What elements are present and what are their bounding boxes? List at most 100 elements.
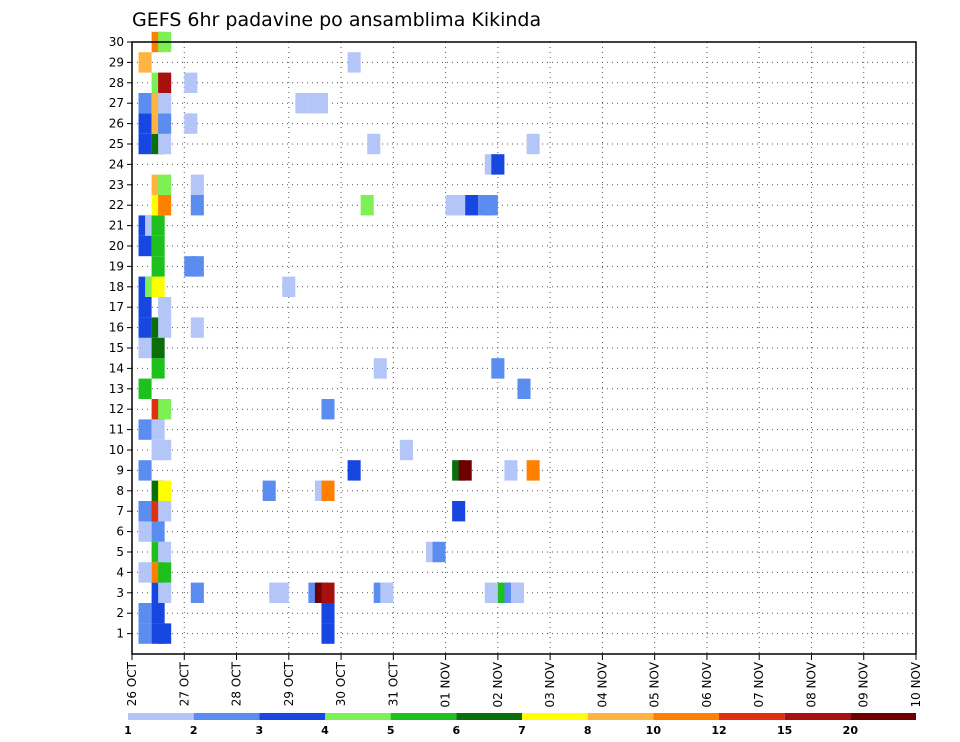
y-tick-label: 17 [109, 300, 124, 314]
heatmap-cell [151, 276, 165, 297]
heatmap-cell [151, 235, 165, 257]
y-tick-label: 25 [109, 137, 124, 151]
heatmap-cell [367, 133, 381, 155]
x-tick-label: 05 NOV [648, 661, 662, 707]
x-tick-label: 04 NOV [595, 661, 609, 707]
heatmap-cell [321, 399, 335, 420]
heatmap-cell [138, 133, 152, 155]
x-axis: 26 OCT 27 OCT 28 OCT 29 OCT 30 OCT 31 OCT 01 N… [125, 654, 923, 708]
colorbar-label: 6 [453, 724, 461, 737]
y-tick-label: 12 [109, 402, 124, 416]
x-tick-label: 07 NOV [752, 661, 766, 707]
y-tick-label: 19 [109, 259, 124, 273]
heatmap-cell [190, 582, 204, 603]
heatmap-cell [138, 460, 152, 481]
heatmap-cell [275, 582, 289, 603]
colorbar-swatch [259, 713, 325, 720]
heatmap-cell [526, 133, 540, 155]
heatmap-cell [151, 358, 165, 379]
y-tick-label: 13 [109, 382, 124, 396]
colorbar-label: 8 [584, 724, 592, 737]
heatmap-cell [190, 195, 204, 216]
y-tick-label: 24 [109, 157, 124, 171]
heatmap-cell [158, 317, 172, 338]
heatmap-cell [138, 297, 152, 318]
colorbar-label: 12 [711, 724, 726, 737]
x-tick-label: 08 NOV [804, 661, 818, 707]
x-tick-label: 09 NOV [857, 661, 871, 707]
heatmap-cell [347, 52, 361, 73]
colorbar: 1 2 3 4 5 6 7 8 10 12 15 20 [124, 713, 916, 737]
colorbar-swatch [456, 713, 522, 720]
heatmap-cell [380, 582, 394, 603]
heatmap-cell [158, 480, 172, 501]
heatmap-cell [452, 195, 466, 216]
heatmap-cell [465, 195, 479, 216]
heatmap-cell [295, 93, 309, 114]
heatmap-cell [347, 460, 361, 481]
heatmap-cell [158, 297, 172, 318]
y-tick-label: 6 [116, 525, 124, 539]
heatmap-cell [138, 603, 152, 624]
heatmap-cell [510, 582, 524, 603]
colorbar-label: 7 [518, 724, 526, 737]
colorbar-label: 5 [387, 724, 395, 737]
y-tick-label: 14 [109, 361, 124, 375]
x-tick-label: 28 OCT [230, 661, 244, 706]
y-tick-label: 9 [116, 463, 124, 477]
y-tick-label: 11 [109, 423, 124, 437]
colorbar-label: 15 [777, 724, 792, 737]
heatmap-cell [158, 113, 172, 134]
heatmap-cell [373, 358, 387, 379]
y-axis: 1234567891011121314151617181920212223242… [109, 35, 132, 641]
heatmap-cell [491, 154, 505, 175]
y-tick-label: 7 [116, 504, 124, 518]
y-tick-label: 3 [116, 586, 124, 600]
heatmap-cell [314, 93, 328, 114]
x-tick-label: 31 OCT [386, 661, 400, 706]
y-tick-label: 16 [109, 321, 124, 335]
x-tick-label: 30 OCT [334, 661, 348, 706]
colorbar-swatch [325, 713, 391, 720]
heatmap-cell [138, 317, 152, 338]
colorbar-label: 10 [646, 724, 662, 737]
heatmap-cell [138, 93, 152, 114]
heatmap-cell [158, 195, 172, 216]
heatmap-cell [158, 133, 172, 155]
colorbar-swatch [784, 713, 851, 720]
heatmap-cell [491, 358, 505, 379]
y-tick-label: 15 [109, 341, 124, 355]
y-tick-label: 10 [109, 443, 124, 457]
heatmap-cell [158, 582, 172, 603]
heatmap-cell [262, 480, 276, 501]
heatmap-cell [321, 480, 335, 501]
y-tick-label: 21 [109, 219, 124, 233]
heatmap-cell [282, 276, 296, 297]
heatmap-cell [321, 582, 335, 603]
y-tick-label: 8 [116, 484, 124, 498]
y-tick-label: 27 [109, 96, 124, 110]
colorbar-label: 2 [190, 724, 198, 737]
x-tick-label: 03 NOV [543, 661, 557, 707]
x-tick-label: 10 NOV [909, 661, 923, 707]
x-tick-label: 27 OCT [177, 661, 191, 706]
y-tick-label: 29 [109, 55, 124, 69]
x-tick-label: 01 NOV [439, 661, 453, 707]
plot-frame [131, 41, 917, 655]
colorbar-swatch [719, 713, 785, 720]
y-tick-label: 4 [116, 565, 124, 579]
y-tick-label: 23 [109, 178, 124, 192]
heatmap-cell [138, 52, 152, 73]
heatmap-cell [190, 174, 204, 195]
heatmap-cell [158, 501, 172, 522]
heatmap-cell [138, 378, 152, 399]
colorbar-label: 4 [321, 724, 329, 737]
y-tick-label: 26 [109, 117, 124, 131]
heatmap-cell [151, 419, 165, 440]
heatmap-cell [138, 113, 152, 134]
heatmap-cell [158, 439, 172, 461]
x-tick-label: 02 NOV [491, 661, 505, 707]
heatmap-cell [432, 541, 446, 563]
heatmap-cell [158, 562, 172, 583]
